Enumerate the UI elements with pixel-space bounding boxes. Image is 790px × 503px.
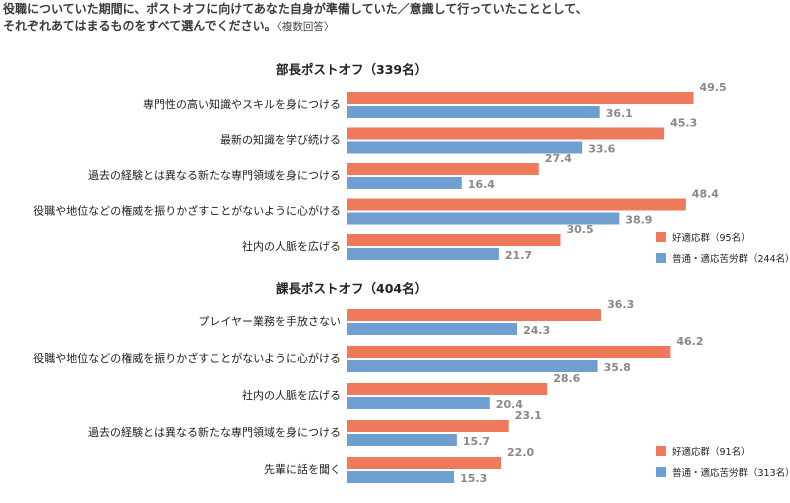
legend-swatch-poor <box>656 467 666 477</box>
bar-good <box>347 383 548 395</box>
bar-poor <box>347 177 462 189</box>
value-label: 24.3 <box>523 324 550 337</box>
section-title: 課長ポストオフ（404名） <box>276 281 427 296</box>
category-label: 役職や地位などの権威を振りかざすことがないように心がける <box>33 351 341 365</box>
value-label: 45.3 <box>670 117 697 130</box>
value-label: 38.9 <box>625 214 652 227</box>
value-label: 36.1 <box>606 107 633 120</box>
value-label: 46.2 <box>676 335 703 348</box>
bar-poor <box>347 212 620 225</box>
value-label: 30.5 <box>567 223 594 236</box>
legend-swatch-good <box>656 446 666 456</box>
bar-good <box>347 420 509 432</box>
value-label: 15.3 <box>460 472 487 485</box>
chart-header: 役職についていた期間に、ポストオフに向けてあなた自身が準備していた／意識して行っ… <box>3 1 787 36</box>
legend-swatch-good <box>656 232 666 242</box>
value-label: 35.8 <box>604 361 631 374</box>
question-line-2: それぞれあてはまるものをすべて選んでください。〈複数回答〉 <box>3 18 787 36</box>
bar-poor <box>347 248 499 260</box>
value-label: 49.5 <box>700 81 727 94</box>
bar-good <box>347 457 501 469</box>
value-label: 33.6 <box>588 143 615 156</box>
category-label: 過去の経験とは異なる新たな専門領域を身につける <box>88 425 341 439</box>
value-label: 22.0 <box>507 446 534 459</box>
value-label: 21.7 <box>505 249 532 262</box>
legend-swatch-poor <box>656 253 666 263</box>
category-label: 過去の経験とは異なる新たな専門領域を身につける <box>88 168 341 182</box>
value-label: 20.4 <box>496 398 523 411</box>
bar-good <box>347 163 539 175</box>
category-label: 専門性の高い知識やスキルを身につける <box>143 97 341 111</box>
bar-good <box>347 198 686 211</box>
legend-label: 好適応群（95名） <box>672 232 751 244</box>
bar-poor <box>347 471 455 483</box>
category-label: 最新の知識を学び続ける <box>220 133 341 147</box>
category-label: 社内の人脈を広げる <box>242 388 341 402</box>
bar-poor <box>347 141 583 154</box>
category-label: 社内の人脈を広げる <box>242 239 341 253</box>
value-label: 27.4 <box>545 152 572 165</box>
bar-good <box>347 127 665 140</box>
value-label: 23.1 <box>515 409 542 422</box>
section-title: 部長ポストオフ（339名） <box>276 62 427 77</box>
legend-label: 普通・適応苦労群（313名） <box>672 467 790 479</box>
bar-poor <box>347 397 490 409</box>
legend-label: 好適応群（91名） <box>672 446 751 458</box>
bar-poor <box>347 360 598 372</box>
bar-good <box>347 309 602 321</box>
legend-label: 普通・適応苦労群（244名） <box>672 253 790 265</box>
bar-good <box>347 346 671 358</box>
bar-good <box>347 234 561 246</box>
value-label: 36.3 <box>607 298 634 311</box>
category-label: 先輩に話を聞く <box>264 462 341 476</box>
question-line-1: 役職についていた期間に、ポストオフに向けてあなた自身が準備していた／意識して行っ… <box>3 2 588 16</box>
multiple-answer-note: 〈複数回答〉 <box>276 21 335 33</box>
value-label: 48.4 <box>692 188 719 201</box>
value-label: 15.7 <box>463 435 490 448</box>
bar-poor <box>347 323 518 335</box>
question-text-2: それぞれあてはまるものをすべて選んでください。 <box>3 19 277 33</box>
bar-poor <box>347 106 600 118</box>
bar-good <box>347 92 694 104</box>
value-label: 16.4 <box>468 178 495 191</box>
category-label: 役職や地位などの権威を振りかざすことがないように心がける <box>33 204 341 218</box>
category-label: プレイヤー業務を手放さない <box>198 314 341 328</box>
value-label: 28.6 <box>553 372 580 385</box>
bar-poor <box>347 434 457 446</box>
